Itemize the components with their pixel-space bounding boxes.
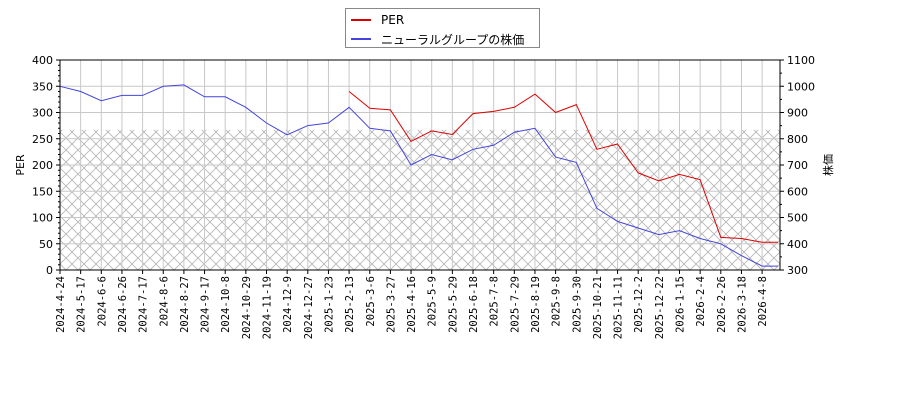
x-tick-label: 2024-12-9 xyxy=(282,276,294,333)
axes: 0 50 100 150 200 250 300 350 400 300 400 500 600 700 8… xyxy=(14,54,835,339)
x-tick-label: 2025-8-19 xyxy=(530,276,542,333)
right-tick-label: 900 xyxy=(787,107,808,120)
legend-swatch-price xyxy=(351,38,371,40)
x-tick-label: 2025-9-8 xyxy=(551,276,563,327)
x-tick-label: 2026-3-18 xyxy=(736,276,748,333)
x-tick-label: 2025-1-23 xyxy=(323,276,335,333)
x-tick-label: 2024-10-8 xyxy=(220,276,232,333)
right-tick-label: 700 xyxy=(787,159,808,172)
left-tick-label: 150 xyxy=(32,185,53,198)
left-tick-label: 100 xyxy=(32,212,53,225)
legend: PER ニューラルグループの株価 xyxy=(345,8,540,48)
x-tick-label: 2024-8-6 xyxy=(158,276,170,327)
legend-label-price: ニューラルグループの株価 xyxy=(381,32,525,47)
x-tick-label: 2024-6-26 xyxy=(117,276,129,333)
series-per-line xyxy=(348,91,778,243)
x-tick-label: 2025-3-6 xyxy=(365,276,377,327)
right-tick-label: 1000 xyxy=(787,80,815,93)
x-tick-label: 2025-12-22 xyxy=(654,276,666,339)
legend-swatch-per xyxy=(351,19,371,21)
x-tick-label: 2024-9-17 xyxy=(200,276,212,333)
right-tick-label: 300 xyxy=(787,264,808,277)
right-tick-label: 500 xyxy=(787,212,808,225)
x-tick-label: 2024-10-29 xyxy=(241,276,253,339)
x-tick-label: 2025-7-8 xyxy=(489,276,501,327)
x-tick-label: 2025-5-9 xyxy=(427,276,439,327)
x-tick-label: 2024-4-24 xyxy=(55,276,67,333)
x-tick-label: 2025-11-11 xyxy=(613,276,625,339)
x-tick-label: 2025-3-27 xyxy=(385,276,397,333)
x-tick-label: 2025-7-29 xyxy=(509,276,521,333)
hatched-region xyxy=(60,129,780,270)
x-tick-label: 2024-12-27 xyxy=(303,276,315,339)
left-tick-label: 250 xyxy=(32,133,53,146)
series-price-line xyxy=(59,84,778,267)
x-tick-label: 2024-8-27 xyxy=(179,276,191,333)
legend-item-per: PER xyxy=(346,11,404,29)
x-tick-label: 2026-2-4 xyxy=(695,276,707,327)
x-tick-label: 2025-6-18 xyxy=(468,276,480,333)
legend-item-price: ニューラルグループの株価 xyxy=(346,30,524,48)
left-axis-title: PER xyxy=(14,154,27,176)
right-tick-label: 600 xyxy=(787,185,808,198)
x-tick-label: 2026-4-8 xyxy=(757,276,769,327)
x-tick-label: 2025-2-13 xyxy=(344,276,356,333)
left-tick-label: 0 xyxy=(46,264,53,277)
right-axis-title: 株価 xyxy=(821,154,835,176)
series-lines xyxy=(59,84,778,267)
x-tick-label: 2024-7-17 xyxy=(138,276,150,333)
grid-lines xyxy=(59,59,780,271)
right-tick-label: 800 xyxy=(787,133,808,146)
right-tick-label: 1100 xyxy=(787,54,815,67)
left-tick-label: 400 xyxy=(32,54,53,67)
x-tick-label: 2026-1-15 xyxy=(675,276,687,333)
x-tick-label: 2026-2-26 xyxy=(716,276,728,333)
x-tick-label: 2025-12-2 xyxy=(633,276,645,333)
x-tick-label: 2025-4-16 xyxy=(406,276,418,333)
legend-label-per: PER xyxy=(381,13,405,27)
left-tick-label: 50 xyxy=(39,238,53,251)
right-tick-label: 400 xyxy=(787,238,808,251)
x-tick-label: 2025-10-21 xyxy=(592,276,604,339)
x-tick-label: 2024-5-17 xyxy=(76,276,88,333)
x-tick-label: 2024-6-6 xyxy=(96,276,108,327)
x-tick-label: 2025-9-30 xyxy=(571,276,583,333)
left-tick-label: 200 xyxy=(32,159,53,172)
x-tick-label: 2024-11-19 xyxy=(262,276,274,339)
left-tick-label: 300 xyxy=(32,107,53,120)
x-tick-label: 2025-5-29 xyxy=(447,276,459,333)
left-tick-label: 350 xyxy=(32,80,53,93)
